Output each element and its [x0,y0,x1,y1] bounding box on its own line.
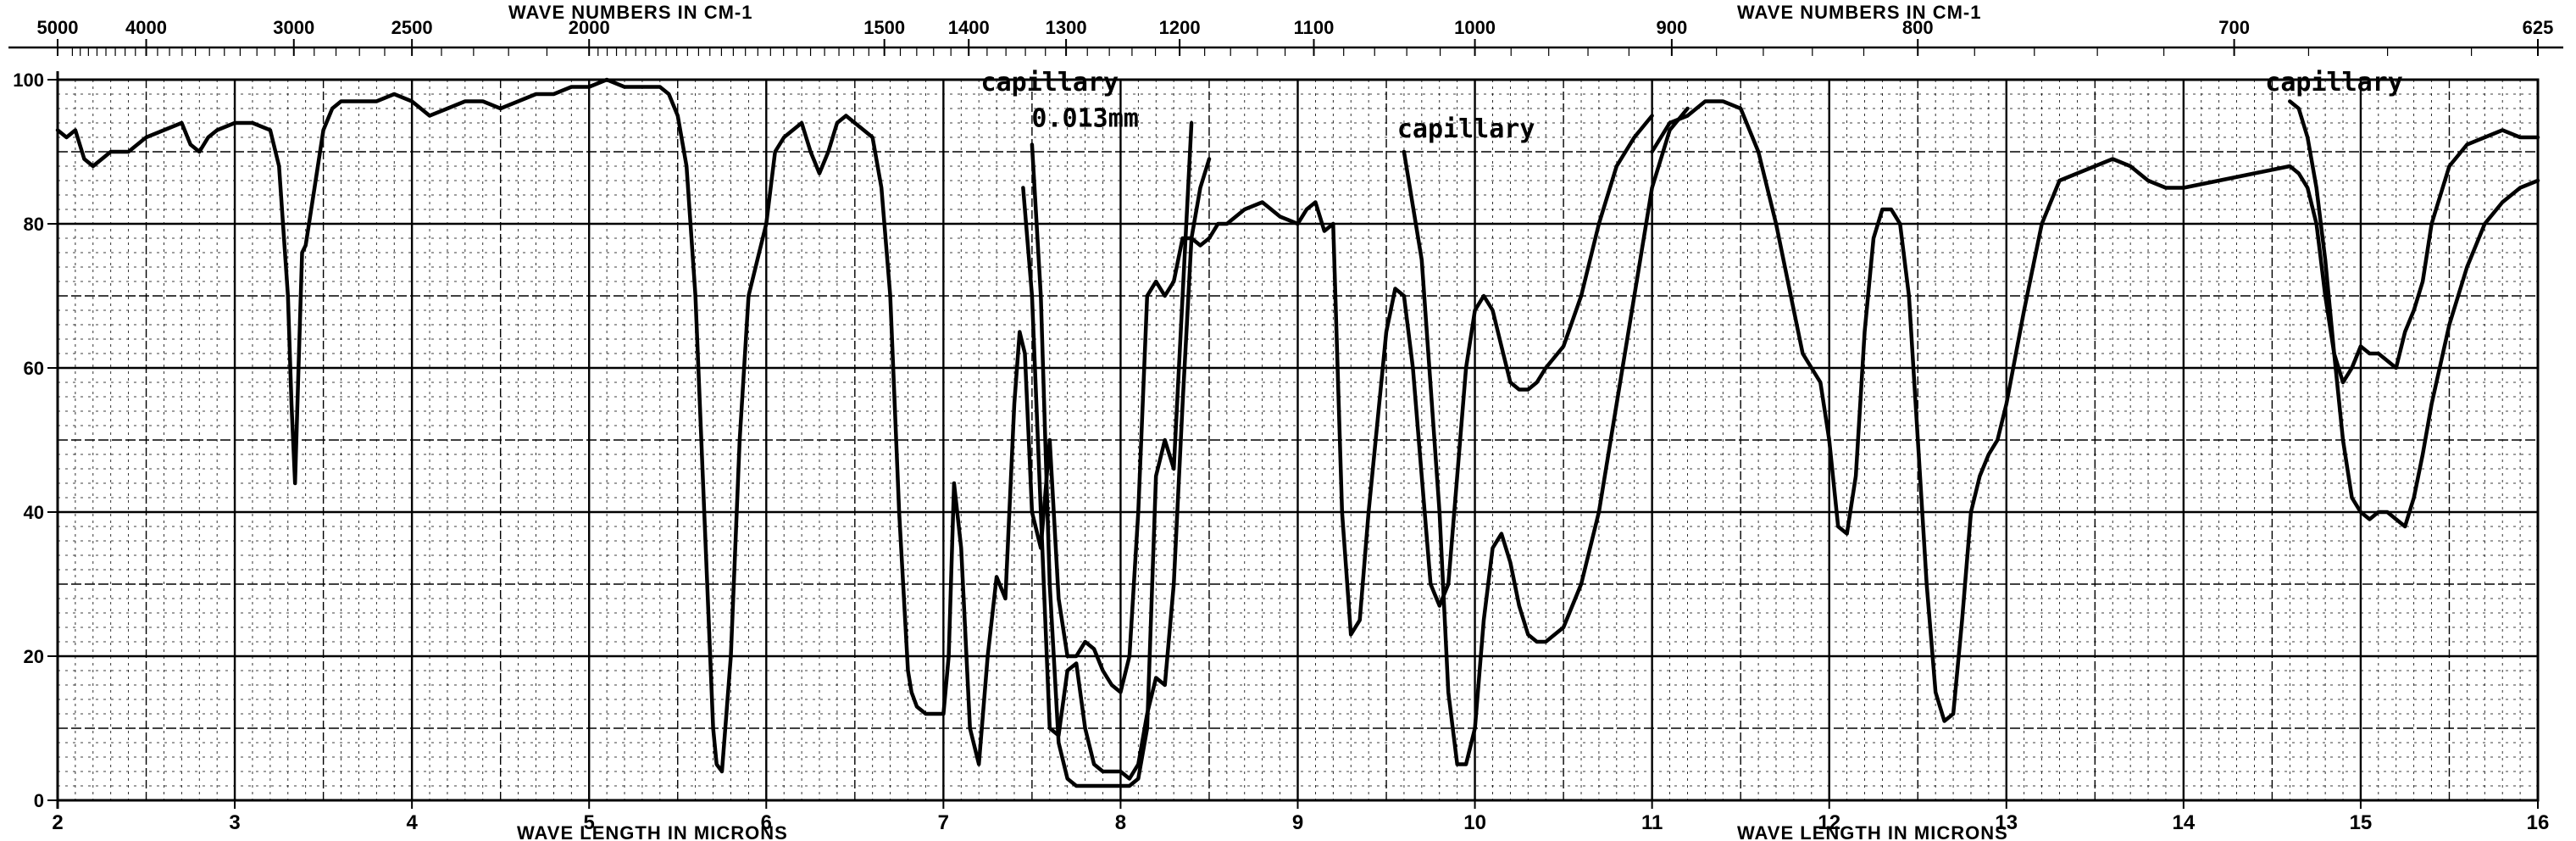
wavenumber-tick-label: 5000 [37,17,79,38]
wavenumber-tick-label: 3000 [273,17,314,38]
spectrum-trace-4 [1030,120,1194,788]
x-tick-label: 7 [938,811,949,834]
annotation-label: capillary [981,68,1119,97]
x-tick-label: 9 [1292,811,1303,834]
grid [56,78,2540,802]
spectrum-trace-5 [1331,114,1654,637]
x-tick-label: 14 [2173,811,2196,834]
annotation-label: capillary [2265,68,2403,97]
spectrum-trace-2 [941,200,1335,766]
labels: WAVE NUMBERS IN CM-1 WAVE NUMBERS IN CM-… [508,2,2403,841]
spectrum-trace-8 [2181,128,2540,385]
x-tick-label: 13 [1995,811,2018,834]
spectrum-trace-9 [2288,99,2540,529]
spectrum-trace-1 [55,77,946,774]
y-tick-label: 40 [24,502,44,523]
x-tick-label: 4 [406,811,418,834]
y-tick-label: 60 [24,358,44,379]
spectrum-trace-6 [1402,106,1690,766]
wavenumber-tick-label: 625 [2523,17,2554,38]
y-tick-label: 20 [24,646,44,667]
spectrum-trace-7 [1650,99,2186,723]
x-tick-label: 6 [761,811,772,834]
y-tick-label: 80 [24,214,44,235]
wavenumber-tick-label: 1400 [948,17,990,38]
bottom-axis-title-left: WAVE LENGTH IN MICRONS [517,822,788,841]
x-tick-label: 8 [1115,811,1126,834]
y-tick-label: 100 [13,70,44,91]
spectrum-trace-3 [1021,157,1212,781]
wavenumber-tick-label: 1300 [1046,17,1087,38]
x-tick-label: 16 [2527,811,2550,834]
x-tick-label: 11 [1641,811,1663,834]
wavenumber-tick-label: 2500 [391,17,433,38]
annotation-label: capillary [1397,114,1535,144]
x-tick-label: 12 [1818,811,1840,834]
wavenumber-tick-label: 700 [2218,17,2250,38]
wavenumber-tick-label: 1000 [1454,17,1496,38]
wavenumber-tick-label: 1200 [1159,17,1201,38]
wavenumber-tick-label: 800 [1902,17,1934,38]
wavenumber-tick-label: 4000 [125,17,167,38]
annotation-label: 0.013mm [1031,103,1138,133]
top-axis-title-left: WAVE NUMBERS IN CM-1 [508,2,753,23]
x-tick-label: 2 [52,811,63,834]
x-tick-label: 5 [584,811,595,834]
x-tick-label: 3 [229,811,240,834]
wavenumber-tick-label: 1100 [1294,17,1335,38]
wavenumber-tick-label: 1500 [863,17,905,38]
wavenumber-tick-label: 2000 [569,17,610,38]
series-group [55,77,2540,788]
bottom-axis-title-right: WAVE LENGTH IN MICRONS [1737,822,2008,841]
axes: 5000 4000 3000 2500 2000 1500 1400 1300 1200 1100… [8,17,2563,834]
y-tick-label: 0 [34,790,44,811]
x-tick-label: 10 [1463,811,1486,834]
x-tick-label: 15 [2350,811,2373,834]
wavenumber-tick-label: 900 [1657,17,1688,38]
top-axis-title-right: WAVE NUMBERS IN CM-1 [1737,2,1982,23]
